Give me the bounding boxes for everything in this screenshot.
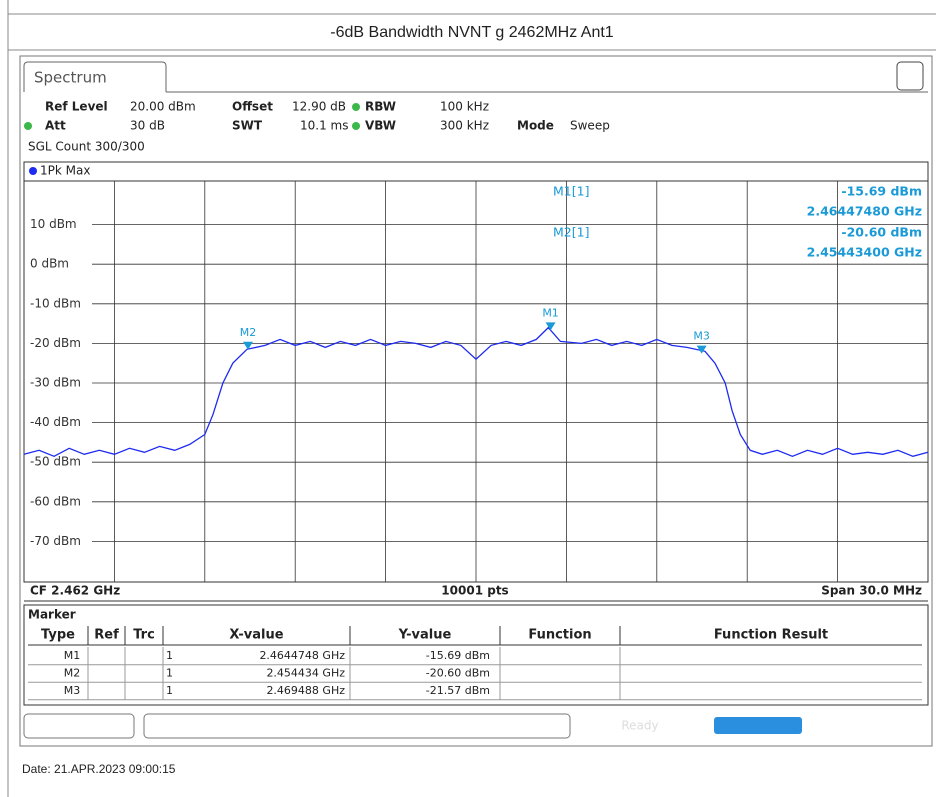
y-tick-label: -10 dBm — [30, 296, 81, 310]
marker-table-frame — [23, 604, 929, 706]
column-header: Function — [528, 628, 591, 643]
date: Date: 21.APR.2023 09:00:15 — [22, 762, 176, 776]
marker-label: M1 — [542, 306, 559, 319]
column-header: Ref — [94, 628, 119, 643]
readout-name: M1[1] — [553, 184, 589, 199]
setting-label: VBW — [365, 119, 396, 133]
setting-value: 12.90 dB — [292, 100, 346, 114]
readout-x: 2.45443400 GHz — [807, 245, 922, 260]
menu-icon[interactable] — [896, 61, 924, 91]
setting-value: 100 kHz — [440, 100, 489, 114]
y-tick-label: -70 dBm — [30, 534, 81, 548]
y-tick-label: -30 dBm — [30, 376, 81, 390]
column-header: Function Result — [714, 628, 828, 643]
legend-entry: 1Pk Max — [40, 164, 90, 178]
setting-label: Mode — [517, 119, 554, 133]
column-header: Type — [41, 628, 75, 643]
trace — [23, 326, 929, 458]
setting-value: 10.1 ms — [300, 119, 348, 133]
y-tick-label: 0 dBm — [30, 257, 69, 271]
status-dot — [352, 122, 360, 130]
status: Ready — [621, 719, 658, 733]
title: -6dB Bandwidth NVNT g 2462MHz Ant1 — [330, 24, 614, 41]
setting-label: Att — [45, 119, 66, 133]
setting-value: 20.00 dBm — [130, 100, 196, 114]
cell: M3 — [64, 684, 81, 697]
marker-table-title: Marker — [28, 608, 76, 622]
readout-y: -20.60 dBm — [841, 225, 922, 240]
sgl-count: SGL Count 300/300 — [28, 140, 145, 154]
cell: -15.69 dBm — [426, 649, 490, 662]
marker — [696, 345, 707, 354]
readout-name: M2[1] — [553, 225, 589, 240]
marker-label: M2 — [240, 326, 257, 339]
readout-x: 2.46447480 GHz — [807, 204, 922, 219]
tab[interactable] — [23, 61, 167, 92]
y-tick-label: -20 dBm — [30, 336, 81, 350]
cell: 2.4644748 GHz — [259, 649, 345, 662]
setting-value: 30 dB — [130, 119, 165, 133]
tab-label: Spectrum — [34, 69, 107, 87]
setting-label: RBW — [365, 100, 396, 114]
status-box — [23, 713, 135, 739]
setting-value: 300 kHz — [440, 119, 489, 133]
span: Span 30.0 MHz — [821, 584, 922, 598]
marker — [243, 341, 254, 350]
column-header: Trc — [133, 628, 155, 643]
setting-label: Offset — [232, 100, 273, 114]
readout-y: -15.69 dBm — [841, 184, 922, 199]
y-tick-label: -40 dBm — [30, 415, 81, 429]
status-dot — [24, 122, 32, 130]
cell: 1 — [166, 684, 173, 697]
cell: -20.60 dBm — [426, 667, 490, 680]
setting-label: SWT — [232, 119, 263, 133]
cell: 1 — [166, 649, 173, 662]
y-tick-label: 10 dBm — [30, 217, 77, 231]
setting-label: Ref Level — [45, 100, 108, 114]
cell: 2.454434 GHz — [266, 667, 345, 680]
trace-dot — [29, 167, 37, 175]
column-header: Y-value — [398, 628, 452, 643]
column-header: X-value — [229, 628, 283, 643]
setting-value: Sweep — [570, 119, 610, 133]
marker-label: M3 — [693, 330, 710, 343]
marker — [545, 322, 556, 331]
y-tick-label: -50 dBm — [30, 455, 81, 469]
status-box — [143, 713, 571, 739]
cell: M1 — [64, 649, 81, 662]
cell: 2.469488 GHz — [266, 684, 345, 697]
points: 10001 pts — [441, 584, 508, 598]
center-frequency: CF 2.462 GHz — [30, 584, 120, 598]
y-tick-label: -60 dBm — [30, 494, 81, 508]
cell: 1 — [166, 667, 173, 680]
cell: -21.57 dBm — [426, 684, 490, 697]
status-dot — [352, 103, 360, 111]
progress-bar — [714, 717, 802, 734]
cell: M2 — [64, 667, 81, 680]
